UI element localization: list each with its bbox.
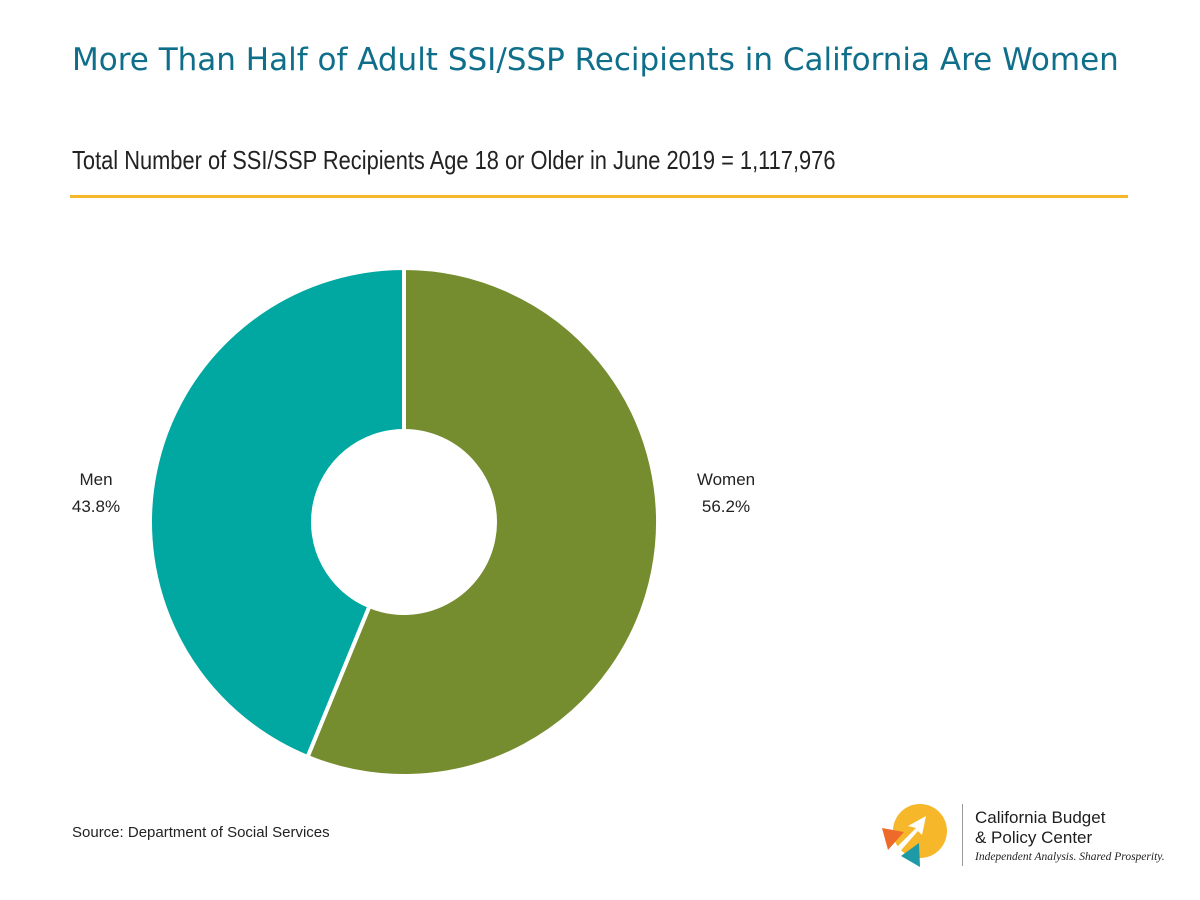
- logo-name-line-2: & Policy Center: [975, 828, 1093, 847]
- slice-label-women: Women: [697, 470, 755, 489]
- slice-label-men: Men: [79, 470, 112, 489]
- logo-tagline: Independent Analysis. Shared Prosperity.: [975, 851, 1165, 863]
- slice-value-women: 56.2%: [702, 497, 750, 516]
- source-note: Source: Department of Social Services: [72, 824, 330, 841]
- donut-labels: Women 56.2% Men 43.8%: [72, 470, 755, 516]
- logo-orange-triangle: [882, 828, 904, 850]
- title-divider: [70, 195, 1128, 198]
- logo-divider: [962, 804, 963, 866]
- logo-name: California Budget & Policy Center: [975, 808, 1105, 848]
- donut-slices: [148, 265, 660, 778]
- chart-title: More Than Half of Adult SSI/SSP Recipien…: [72, 42, 1119, 78]
- logo-name-line-1: California Budget: [975, 808, 1106, 827]
- chart-subtitle: Total Number of SSI/SSP Recipients Age 1…: [72, 145, 836, 175]
- slice-value-men: 43.8%: [72, 497, 120, 516]
- slice-women: [304, 265, 660, 778]
- slice-men: [148, 265, 406, 760]
- logo-white-arrow: [892, 816, 926, 856]
- logo-teal-triangle: [901, 843, 920, 867]
- cbpc-logo-icon: [882, 804, 947, 867]
